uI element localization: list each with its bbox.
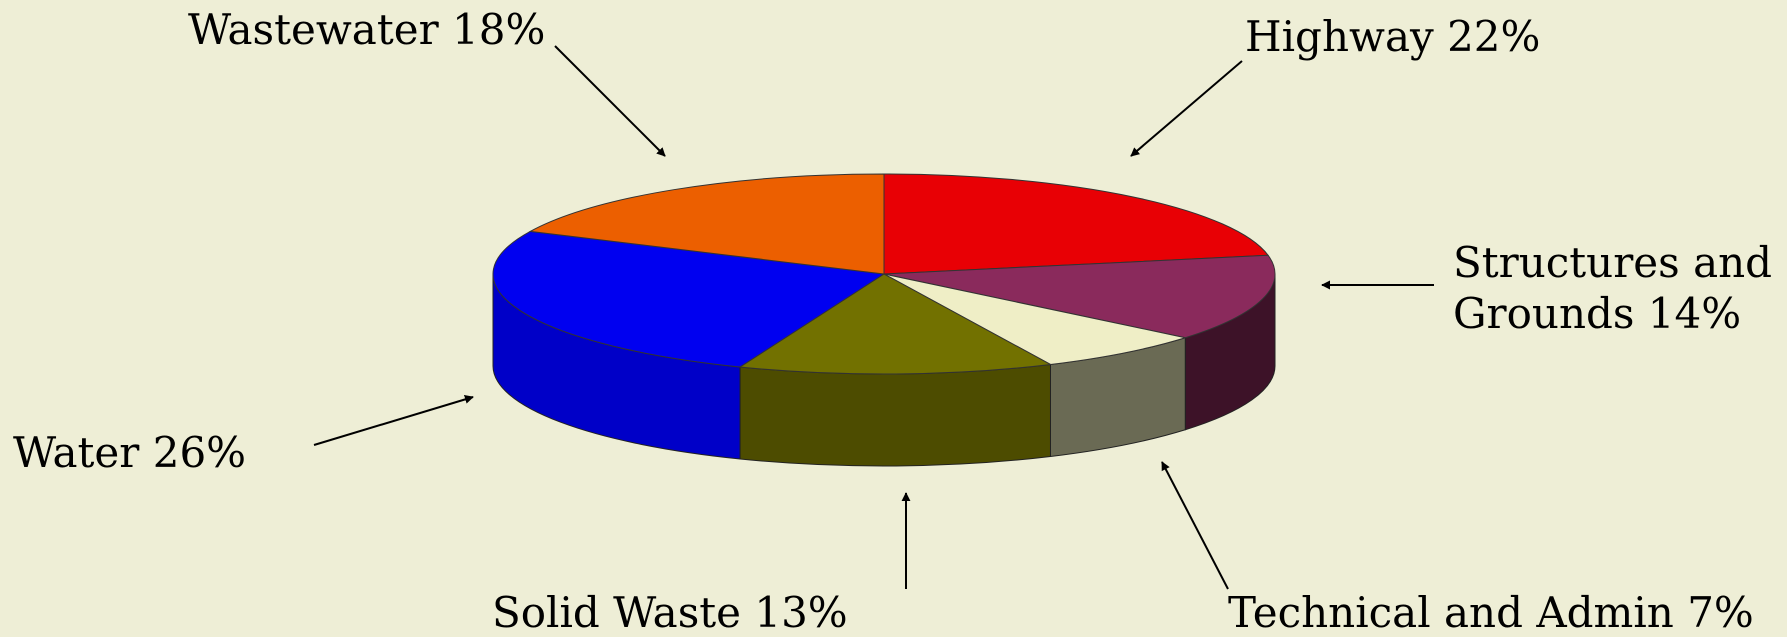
label-line: Grounds 14% [1453,289,1741,338]
slice-structures-and-grounds [883,254,1276,339]
slice-solid-waste [738,273,1053,375]
label-highway: Highway 22% [1245,12,1540,61]
leader-arrow-water [313,395,474,446]
label-line: Structures and [1453,238,1772,287]
label-line: Water 26% [13,428,246,477]
label-line: Wastewater 18% [188,5,545,54]
label-line: Highway 22% [1245,12,1540,61]
leader-arrow-highway [1130,60,1243,157]
label-line: Technical and Admin 7% [1228,588,1754,637]
label-technical-and-admin: Technical and Admin 7% [1228,588,1754,637]
label-line: Solid Waste 13% [492,588,848,637]
label-wastewater: Wastewater 18% [188,5,545,54]
slice-labels: Highway 22% Structures and Grounds 14% Tech… [13,5,1772,637]
label-structures-and-grounds: Structures and Grounds 14% [1453,238,1772,338]
slice-side-solid-waste [739,363,1051,467]
label-water: Water 26% [13,428,246,477]
leader-arrow-technical-and-admin [1161,461,1229,590]
leader-arrows [313,45,1434,590]
label-solid-waste: Solid Waste 13% [492,588,848,637]
slice-technical-and-admin [883,273,1188,365]
slice-highway [883,173,1270,275]
slice-wastewater [528,173,885,275]
pie-tops [492,173,1276,375]
slice-water [492,230,886,368]
pie-sides [492,273,1276,467]
leader-arrow-wastewater [554,45,666,157]
